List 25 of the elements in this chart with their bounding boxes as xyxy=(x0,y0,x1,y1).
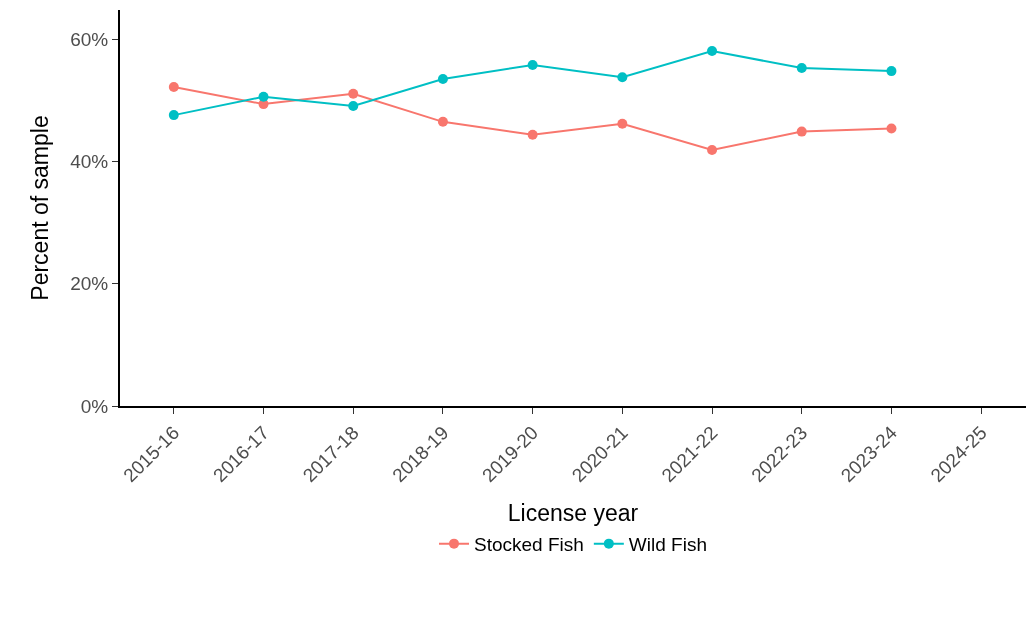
point xyxy=(168,110,179,121)
y-tick-label: 20% xyxy=(70,273,109,295)
point xyxy=(617,72,628,83)
point xyxy=(796,63,807,74)
point xyxy=(348,100,359,111)
x-axis-title: License year xyxy=(507,500,639,527)
point xyxy=(437,116,448,127)
point xyxy=(707,144,718,155)
y-tick-label: 40% xyxy=(70,151,109,173)
y-tick-label: 0% xyxy=(80,395,109,417)
point xyxy=(527,60,538,70)
point xyxy=(886,123,897,134)
point xyxy=(886,66,897,77)
point xyxy=(168,82,179,92)
point xyxy=(258,91,269,102)
legend-label: Stocked Fish xyxy=(474,534,584,556)
y-axis-title: Percent of sample xyxy=(27,115,54,301)
point xyxy=(796,126,807,137)
point xyxy=(707,45,718,56)
point xyxy=(437,74,448,85)
legend-label: Wild Fish xyxy=(628,534,707,556)
point xyxy=(527,129,538,140)
point xyxy=(348,88,359,99)
y-tick-label: 60% xyxy=(70,28,109,50)
point xyxy=(617,118,628,129)
